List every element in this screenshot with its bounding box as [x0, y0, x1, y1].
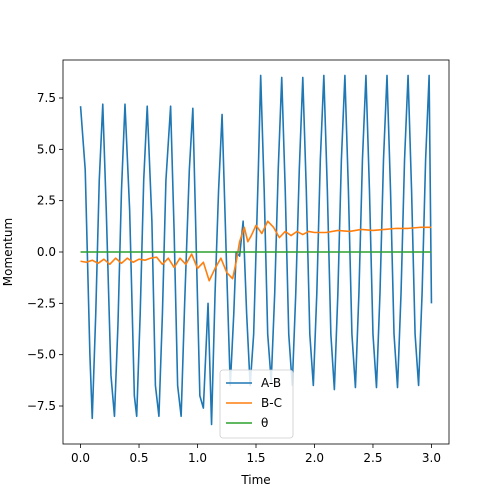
legend-box — [219, 369, 294, 439]
plot-area — [79, 74, 433, 426]
y-tick-label: 0.0 — [37, 245, 56, 259]
x-axis-label: Time — [240, 473, 270, 487]
legend: A-B B-C θ — [219, 369, 294, 439]
y-tick-label: 5.0 — [37, 142, 56, 156]
x-tick-label: 0.5 — [129, 451, 148, 465]
axes: 0.0 0.5 1.0 1.5 2.0 2.5 3.0 −7.5 −5.0 −2.5 0.0 2.5 5… — [27, 59, 450, 465]
y-tick-label: −7.5 — [27, 399, 56, 413]
y-tick-label: 7.5 — [37, 91, 56, 105]
legend-label-b-c: B-C — [261, 396, 282, 410]
x-tick-label: 1.0 — [188, 451, 207, 465]
legend-label-theta: θ — [261, 416, 268, 430]
x-tick-label: 3.0 — [422, 451, 441, 465]
series-line-a-b — [79, 74, 433, 426]
x-tick-label: 2.5 — [363, 451, 382, 465]
y-tick-label: 2.5 — [37, 194, 56, 208]
legend-label-a-b: A-B — [261, 376, 281, 390]
y-tick-label: −2.5 — [27, 296, 56, 310]
y-tick-label: −5.0 — [27, 348, 56, 362]
series-line-b-c — [80, 220, 432, 282]
x-tick-label: 2.0 — [305, 451, 324, 465]
y-axis-label: Momentum — [1, 218, 15, 286]
x-tick-label: 1.5 — [246, 451, 265, 465]
x-tick-label: 0.0 — [71, 451, 90, 465]
